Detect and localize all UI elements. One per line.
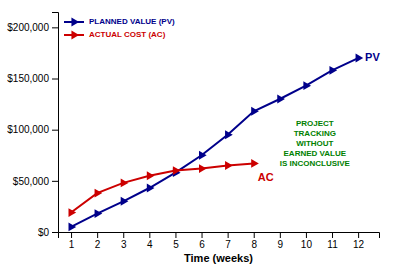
- tick: 10: [301, 232, 313, 250]
- tick-mark: [358, 232, 359, 238]
- tick-label: $0: [38, 227, 50, 238]
- point: [68, 222, 76, 231]
- legend-label: PLANNED VALUE (PV): [89, 17, 175, 26]
- tick-label: 4: [147, 239, 153, 250]
- point: [121, 178, 129, 187]
- tick: 9: [278, 232, 284, 250]
- point: [199, 151, 207, 160]
- tick-mark: [332, 232, 333, 238]
- tick: $150,000: [7, 73, 58, 84]
- tick-label: $200,000: [7, 22, 49, 33]
- tick-label: $100,000: [7, 124, 49, 135]
- tick-mark: [52, 130, 58, 131]
- point: [147, 171, 155, 180]
- tick-label: 10: [301, 239, 313, 250]
- tick: 5: [173, 232, 179, 250]
- tick-label: 5: [173, 239, 179, 250]
- annotation: PV: [365, 51, 380, 63]
- tick-mark: [306, 232, 307, 238]
- line: [71, 58, 358, 227]
- point: [121, 197, 129, 206]
- x-axis: 123456789101112: [59, 232, 380, 250]
- tick-mark: [175, 232, 176, 238]
- tick-mark: [254, 232, 255, 238]
- point: [225, 130, 233, 139]
- tick-mark: [71, 232, 72, 238]
- point: [251, 159, 259, 168]
- tick-mark: [202, 232, 203, 238]
- tick-mark: [280, 232, 281, 238]
- x-axis-title: Time (weeks): [184, 252, 253, 264]
- point: [173, 166, 181, 175]
- tick: $0: [38, 227, 58, 238]
- tick-mark: [52, 232, 58, 233]
- tick-label: 3: [121, 239, 127, 250]
- axis-line: [52, 13, 59, 233]
- annotations: PV AC PROJECTTRACKINGWITHOUTEARNED VALUEIS…: [258, 51, 381, 183]
- legend-label: ACTUAL COST (AC): [89, 30, 166, 39]
- point: [95, 189, 103, 198]
- point: [356, 54, 364, 63]
- tick-mark: [123, 232, 124, 238]
- point: [68, 208, 76, 217]
- series: [68, 159, 258, 217]
- legend-marker: [71, 31, 79, 40]
- tick-label: 7: [225, 239, 231, 250]
- tick-label: 11: [327, 239, 338, 250]
- tick-label: $50,000: [13, 176, 50, 187]
- chart: 123456789101112$0$50,000$100,000$150,000…: [0, 0, 401, 268]
- tick: 4: [147, 232, 153, 250]
- tick: $100,000: [7, 124, 58, 135]
- tick-label: 6: [199, 239, 205, 250]
- point: [225, 161, 233, 170]
- tick-label: 8: [251, 239, 257, 250]
- tick: 8: [251, 232, 257, 250]
- axis-line: [59, 233, 380, 239]
- plot: 123456789101112$0$50,000$100,000$150,000…: [7, 13, 380, 251]
- tick-mark: [97, 232, 98, 238]
- point: [329, 66, 337, 75]
- legend-marker: [71, 18, 79, 27]
- tick-mark: [149, 232, 150, 238]
- tick: 1: [69, 232, 75, 250]
- tick: 7: [225, 232, 231, 250]
- tick-mark: [52, 79, 58, 80]
- tick-label: 1: [69, 239, 75, 250]
- legend-item: PLANNED VALUE (PV): [64, 17, 175, 26]
- tick-mark: [52, 27, 58, 28]
- tick: 2: [95, 232, 101, 250]
- tick-label: $150,000: [7, 73, 49, 84]
- legend-item: ACTUAL COST (AC): [64, 30, 166, 39]
- point: [251, 107, 259, 116]
- tick: $200,000: [7, 22, 58, 33]
- point: [147, 184, 155, 193]
- tick-label: 12: [353, 239, 365, 250]
- tick: $50,000: [13, 176, 58, 187]
- tick: 6: [199, 232, 205, 250]
- series: [68, 54, 363, 232]
- tick-mark: [52, 181, 58, 182]
- annotation: PROJECTTRACKINGWITHOUTEARNED VALUEIS INC…: [280, 119, 351, 168]
- line: [71, 163, 254, 212]
- point: [199, 164, 207, 173]
- point: [303, 81, 311, 90]
- legend: PLANNED VALUE (PV) ACTUAL COST (AC): [64, 17, 175, 39]
- tick-label: 9: [278, 239, 284, 250]
- data: [68, 54, 363, 232]
- tick: 12: [353, 232, 365, 250]
- tick: 11: [327, 232, 338, 250]
- annotation: AC: [258, 171, 274, 183]
- point: [95, 209, 103, 218]
- y-axis: $0 $50,000 $100,000 $150,000 $200,000: [7, 13, 58, 238]
- tick-mark: [228, 232, 229, 238]
- point: [277, 95, 285, 104]
- tick: 3: [121, 232, 127, 250]
- tick-label: 2: [95, 239, 101, 250]
